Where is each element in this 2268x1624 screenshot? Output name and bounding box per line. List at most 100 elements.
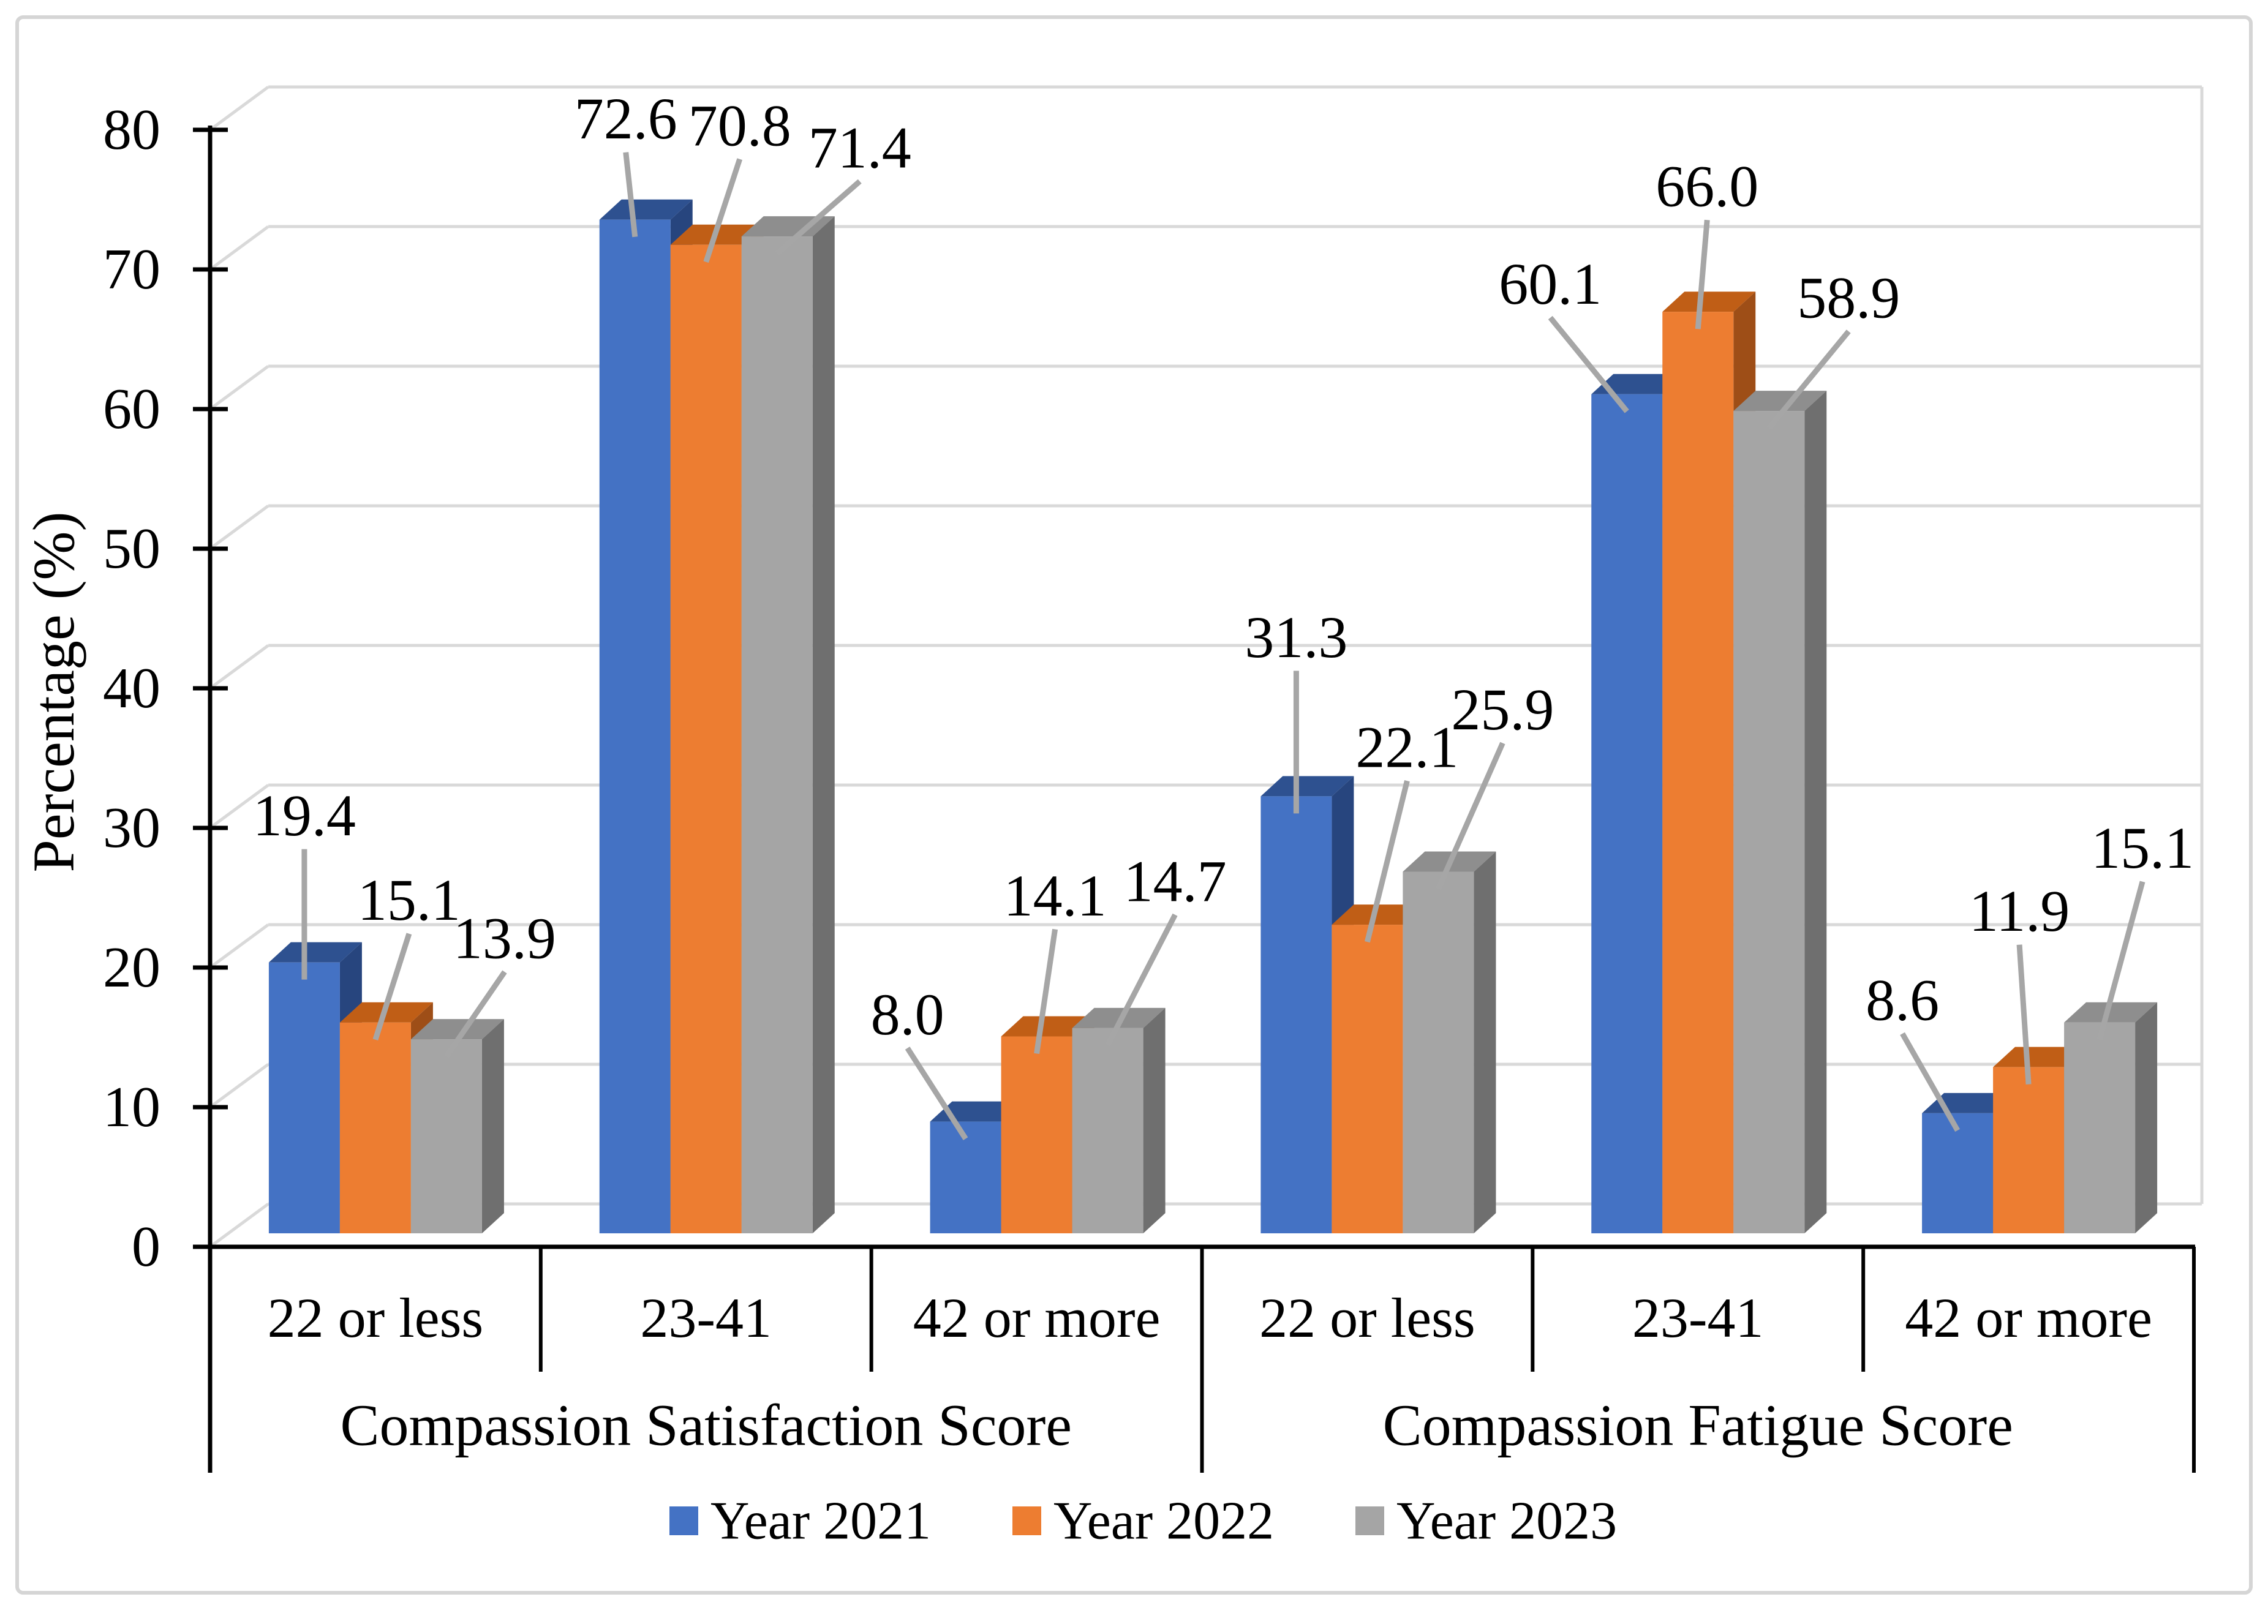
label-leader-line (1034, 928, 1058, 1054)
bar (1662, 291, 1756, 312)
legend-label: Year 2023 (1396, 1492, 1617, 1551)
data-label: 58.9 (1797, 265, 1900, 331)
bar (599, 219, 671, 1234)
gridline-diagonal (209, 923, 269, 969)
bar (1993, 1067, 2065, 1233)
bar (1332, 925, 1403, 1233)
data-label: 19.4 (253, 783, 356, 848)
bar (268, 942, 362, 963)
gridlines (209, 85, 2204, 1249)
bar (1993, 1047, 2087, 1067)
bar (1001, 1036, 1072, 1233)
bar (1662, 312, 1734, 1234)
bar (930, 1121, 1001, 1233)
label-leader-line (372, 933, 412, 1041)
bar (410, 1019, 504, 1040)
bar (1733, 391, 1827, 412)
gridline-diagonal (209, 85, 269, 132)
gridline-diagonal (209, 783, 269, 830)
y-tick-label: 50 (103, 517, 160, 581)
bar (741, 236, 813, 1234)
data-label: 25.9 (1451, 677, 1554, 742)
bar (1072, 1028, 1143, 1233)
y-tick-label: 10 (103, 1075, 160, 1139)
category-label: 23-41 (1632, 1287, 1764, 1349)
label-leader-line (703, 158, 743, 263)
bar (410, 1039, 482, 1233)
data-label: 72.6 (575, 86, 677, 151)
legend-label: Year 2021 (710, 1492, 931, 1551)
label-leader-line (1766, 329, 1851, 430)
data-labels: 19.415.113.972.6 70.8 71.48.014.1 14.731.32… (253, 86, 2194, 1047)
y-tick-label: 60 (103, 377, 160, 441)
bar (1591, 394, 1663, 1233)
label-leader-line (1436, 742, 1505, 890)
bar (1804, 391, 1827, 1233)
bar (670, 244, 742, 1233)
legend: Year 2021 Year 2022 Year 2023 (669, 1492, 1617, 1551)
data-label: 70.8 (688, 92, 791, 158)
label-leader-line (905, 1047, 968, 1141)
data-label: 15.1 (2091, 815, 2194, 881)
data-label: 8.0 (871, 982, 944, 1047)
bar (2135, 1002, 2158, 1233)
data-label: 22.1 (1355, 715, 1458, 780)
gridline-diagonal (209, 1062, 269, 1109)
label-leader-line (1105, 913, 1178, 1047)
gridline-diagonal (209, 225, 269, 271)
bar (1260, 776, 1354, 797)
legend-marker (669, 1506, 698, 1535)
legend-item: Year 2023 (1355, 1492, 1617, 1551)
bar (812, 216, 835, 1234)
data-label: 13.9 (453, 906, 556, 971)
y-tick-label: 80 (103, 98, 160, 162)
legend-marker (1355, 1506, 1384, 1535)
bar (2064, 1022, 2136, 1233)
gridline-diagonal (209, 504, 269, 551)
y-tick-label: 20 (103, 936, 160, 999)
label-leader-line (623, 152, 638, 238)
category-label: 42 or more (1905, 1287, 2152, 1349)
label-leader-line (2016, 944, 2032, 1085)
y-tick-label: 0 (132, 1215, 160, 1279)
figure-border (15, 15, 2253, 1595)
label-leader-line (444, 970, 507, 1058)
data-label: 14.1 (1004, 863, 1107, 928)
y-axis-title: Percentage (%) (21, 512, 86, 873)
data-label: 66.0 (1656, 154, 1758, 219)
data-label: 60.1 (1499, 251, 1602, 317)
category-label: 42 or more (913, 1287, 1161, 1349)
label-leader-line (1548, 315, 1629, 413)
bar (481, 1019, 504, 1233)
category-label: 22 or less (1259, 1287, 1475, 1349)
gridline-diagonal (209, 364, 269, 411)
label-leader-line (1365, 780, 1410, 943)
legend-marker (1012, 1506, 1041, 1535)
group-label: Compassion Fatigue Score (1383, 1393, 2013, 1458)
bar (1922, 1113, 1994, 1233)
y-tick-label: 70 (103, 238, 160, 301)
data-label: 15.1 (358, 867, 461, 933)
bar (268, 962, 340, 1233)
bar (339, 1022, 411, 1233)
bar (1733, 411, 1805, 1233)
category-axis: 22 or less 23-41 42 or more 22 or less 23-41… (268, 1247, 2196, 1473)
category-label: 23-41 (640, 1287, 772, 1349)
bar (1001, 1016, 1094, 1037)
label-leader-line (775, 179, 862, 256)
label-leader-line (1900, 1032, 1960, 1132)
legend-label: Year 2022 (1053, 1492, 1274, 1551)
category-label: 22 or less (268, 1287, 484, 1349)
bar (1474, 851, 1496, 1233)
bar (1143, 1007, 1166, 1233)
group-label: Compassion Satisfaction Score (340, 1393, 1072, 1458)
bar (1591, 374, 1685, 394)
data-label: 31.3 (1245, 604, 1347, 670)
y-tick-label: 30 (103, 796, 160, 860)
data-label: 11.9 (1969, 878, 2070, 944)
gridline-diagonal (209, 644, 269, 690)
legend-item: Year 2022 (1012, 1492, 1274, 1551)
bar (1332, 904, 1425, 925)
data-label: 14.7 (1124, 848, 1227, 914)
